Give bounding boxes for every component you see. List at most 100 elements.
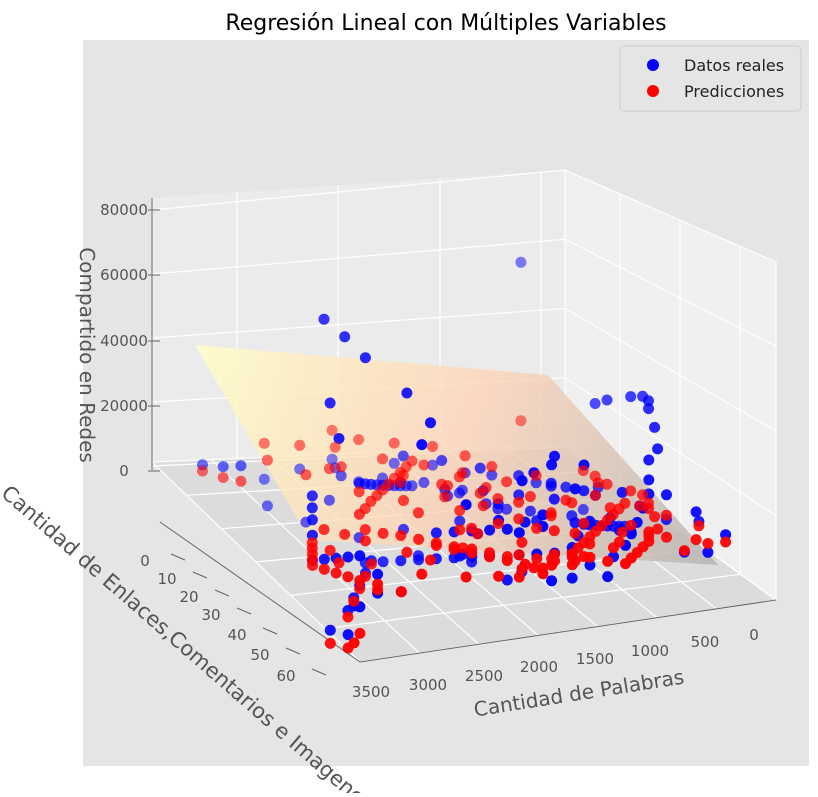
point-real — [324, 624, 336, 636]
point-real — [513, 527, 525, 539]
point-real — [436, 455, 448, 466]
point-prediction — [401, 546, 413, 558]
point-real — [413, 554, 425, 566]
point-prediction — [569, 527, 581, 539]
point-prediction — [406, 455, 418, 467]
scatter-points — [197, 256, 732, 654]
point-prediction — [702, 538, 714, 549]
legend-box — [619, 45, 802, 112]
point-prediction — [354, 583, 366, 595]
x-tick-label: 30 — [201, 606, 220, 624]
y-tick-label: 2000 — [520, 658, 558, 676]
point-prediction — [398, 495, 409, 506]
point-real — [418, 477, 430, 488]
point-prediction — [566, 559, 578, 571]
grid-floor-a-5 — [325, 573, 741, 630]
point-prediction — [486, 461, 498, 472]
x-tick-mark — [285, 647, 301, 655]
point-prediction — [326, 424, 338, 436]
legend-label-pred: Predicciones — [684, 82, 784, 101]
point-real — [318, 313, 330, 325]
grid-back-z-2 — [151, 307, 566, 339]
legend: Datos reales Predicciones — [619, 45, 802, 112]
point-prediction — [501, 555, 513, 567]
point-prediction — [197, 465, 208, 477]
z-tick-label: 40000 — [100, 332, 148, 350]
point-prediction — [416, 568, 428, 580]
point-real — [217, 461, 229, 473]
point-prediction — [324, 637, 336, 649]
z-tick-label: 80000 — [100, 201, 148, 219]
y-tick-label: 0 — [749, 626, 759, 644]
point-prediction — [693, 520, 705, 532]
point-prediction — [549, 555, 561, 567]
point-prediction — [418, 459, 430, 471]
point-prediction — [318, 524, 330, 535]
point-prediction — [329, 441, 341, 453]
x-tick-mark — [311, 668, 327, 676]
point-real — [589, 398, 601, 409]
point-real — [537, 509, 549, 521]
point-real — [516, 475, 528, 487]
point-real — [501, 503, 513, 515]
point-real — [560, 481, 572, 493]
point-real — [652, 443, 664, 455]
point-prediction — [425, 554, 436, 566]
point-real — [454, 515, 466, 527]
point-real — [453, 487, 465, 499]
point-real — [333, 433, 345, 444]
point-real — [484, 524, 496, 536]
chart-title: Regresión Lineal con Múltiples Variables — [225, 11, 666, 36]
point-prediction — [616, 526, 628, 538]
point-prediction — [388, 437, 400, 449]
point-real — [566, 510, 578, 522]
point-prediction — [395, 586, 407, 598]
point-prediction — [513, 513, 525, 525]
grid-right-z-2 — [564, 307, 777, 432]
point-prediction — [453, 471, 465, 483]
point-real — [501, 574, 513, 586]
point-prediction — [634, 500, 646, 512]
point-prediction — [589, 489, 601, 501]
point-real — [395, 555, 407, 567]
point-prediction — [602, 555, 614, 567]
grid-right-z-3 — [564, 238, 777, 348]
point-prediction — [643, 503, 655, 515]
point-prediction — [217, 472, 229, 483]
point-prediction — [513, 496, 525, 508]
x-tick-mark — [170, 553, 186, 561]
y-tick-label: 1000 — [631, 642, 669, 660]
x-axis-line — [159, 521, 361, 663]
point-real — [342, 551, 354, 563]
point-real — [235, 460, 247, 472]
point-real — [702, 546, 714, 558]
point-prediction — [678, 545, 690, 557]
point-prediction — [515, 415, 527, 427]
point-real — [584, 559, 596, 571]
point-prediction — [537, 562, 549, 574]
point-real — [643, 454, 655, 466]
point-prediction — [466, 522, 478, 534]
point-real — [486, 469, 498, 481]
point-prediction — [637, 489, 649, 501]
point-prediction — [377, 527, 389, 539]
point-real — [448, 552, 460, 564]
point-prediction — [261, 454, 273, 466]
point-real — [416, 439, 428, 451]
point-prediction — [466, 547, 478, 559]
point-real — [524, 505, 536, 517]
x-tick-label: 10 — [157, 570, 176, 588]
point-prediction — [258, 437, 270, 449]
point-real — [339, 331, 351, 343]
legend-marker-pred — [647, 85, 659, 97]
x-tick-mark — [192, 571, 208, 579]
point-real — [546, 459, 558, 471]
x-tick-label: 20 — [179, 588, 198, 606]
point-real — [578, 485, 590, 497]
point-prediction — [660, 509, 672, 521]
point-prediction — [395, 530, 407, 541]
point-prediction — [513, 571, 525, 583]
y-tick-label: 3500 — [352, 683, 390, 701]
